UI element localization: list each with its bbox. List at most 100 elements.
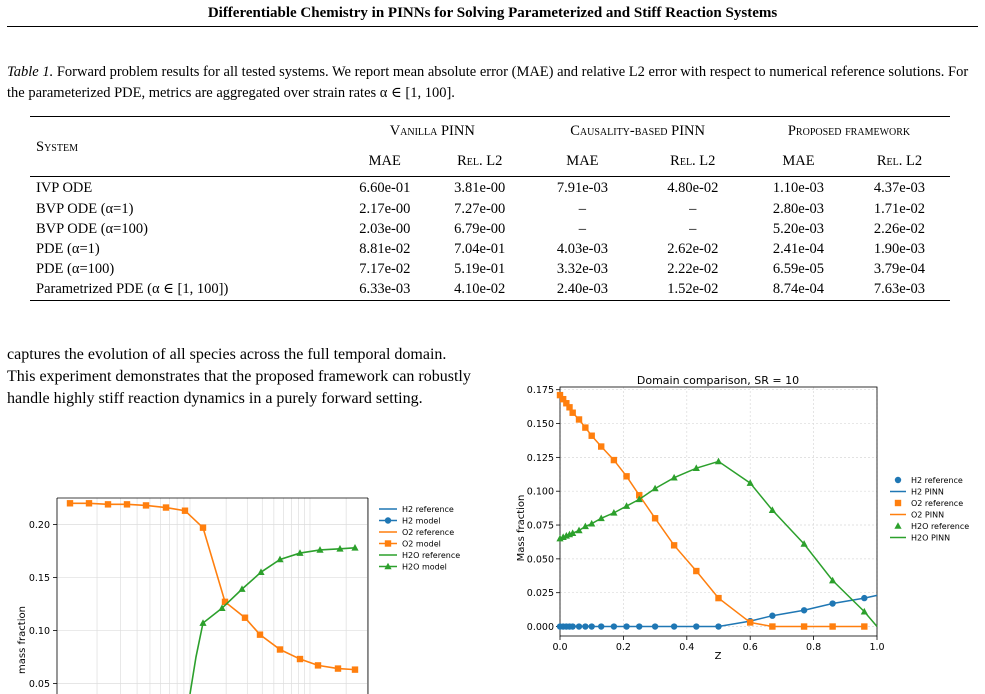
o2-reference-marker xyxy=(623,473,630,480)
caption-text: Forward problem results for all tested s… xyxy=(7,64,969,101)
subheader: MAE xyxy=(566,153,599,169)
legend-marker xyxy=(384,517,392,524)
value-cell: 4.80e-02 xyxy=(667,179,719,196)
h2o-reference-marker xyxy=(610,509,618,516)
h2o-pinn-line xyxy=(559,460,878,628)
o2-pinn-line xyxy=(559,394,865,628)
table-row: PDE (α=1) 8.81e-02 7.04e-01 4.03e-03 2.62e-0… xyxy=(30,239,950,259)
value-cell: 2.41e-04 xyxy=(772,240,825,257)
h2o-reference-marker xyxy=(597,514,605,522)
value-cell: 2.26e-02 xyxy=(873,220,926,237)
chart-series xyxy=(66,500,359,694)
caption-label: Table 1. xyxy=(7,64,54,80)
h2o-reference-marker xyxy=(768,506,776,513)
subheader: MAE xyxy=(368,153,401,169)
h2-reference-marker xyxy=(569,623,576,630)
o2-model-marker xyxy=(181,507,189,514)
h2-reference-marker xyxy=(861,594,868,602)
h2-reference-marker xyxy=(670,623,678,630)
chart-axes: 0.05 0.10 0.15 0.20 mass fraction xyxy=(17,497,369,694)
table-row: IVP ODE 6.60e-01 3.81e-00 7.91e-03 4.80e-02 1… xyxy=(30,177,950,199)
h2-reference-marker xyxy=(800,607,808,614)
header-rule xyxy=(7,26,978,27)
o2-reference-line xyxy=(70,502,356,671)
o2-reference-marker xyxy=(715,594,722,602)
h2o-reference-marker xyxy=(829,576,837,584)
tick-label: 1.0 xyxy=(869,642,884,653)
h2o-reference-marker xyxy=(588,519,596,527)
plot-frame xyxy=(559,386,878,637)
h2o-reference-marker xyxy=(860,607,868,615)
o2-model-marker xyxy=(314,662,322,669)
o2-reference-marker xyxy=(575,416,583,423)
tick-label: 0.100 xyxy=(527,487,554,498)
h2-reference-marker xyxy=(769,612,776,619)
o2-model-marker xyxy=(162,504,170,511)
h2-reference-marker xyxy=(598,623,605,630)
legend-label: H2O reference xyxy=(911,522,969,531)
h2o-model-marker xyxy=(351,543,359,551)
legend-label: O2 reference xyxy=(911,499,963,508)
h2o-model-marker xyxy=(238,585,246,592)
legend-label: H2O reference xyxy=(402,551,460,560)
o2-reference-marker xyxy=(556,391,564,399)
value-cell: 7.91e-03 xyxy=(556,179,608,196)
value-cell: – xyxy=(689,200,697,217)
h2o-reference-marker xyxy=(746,479,754,486)
h2o-model-marker xyxy=(199,619,207,626)
value-cell: 6.79e-00 xyxy=(454,220,506,237)
running-header: Differentiable Chemistry in PINNs for So… xyxy=(207,5,778,21)
o2-reference-marker xyxy=(670,542,678,549)
value-cell: 6.60e-01 xyxy=(359,179,411,196)
h2o-reference-marker xyxy=(581,522,589,530)
h2-reference-marker xyxy=(829,600,836,607)
o2-model-marker xyxy=(296,655,304,663)
tick-label: 0.8 xyxy=(806,642,821,653)
table-body: IVP ODE 6.60e-01 3.81e-00 7.91e-03 4.80e-02 1… xyxy=(30,177,950,299)
mass-fraction-chart: 0.05 0.10 0.15 0.20 mass fraction H2 referen… xyxy=(17,497,460,694)
chart-series xyxy=(556,391,878,630)
o2-reference-marker xyxy=(747,619,754,626)
o2-reference-marker xyxy=(861,623,868,630)
value-cell: 2.17e-00 xyxy=(359,200,411,217)
legend-label: O2 PINN xyxy=(911,511,944,520)
o2-reference-marker xyxy=(588,432,595,439)
o2-model-marker xyxy=(66,500,74,507)
o2-reference-marker xyxy=(610,456,618,464)
tick-label: 0.075 xyxy=(527,521,554,532)
value-cell: 6.59e-05 xyxy=(772,260,825,277)
tick-label: 0.175 xyxy=(527,385,554,396)
h2o-model-marker xyxy=(316,546,324,553)
tick-label: 0.150 xyxy=(527,419,554,430)
y-axis-label: mass fraction xyxy=(17,606,28,674)
o2-model-marker xyxy=(351,666,359,673)
value-cell: 2.22e-02 xyxy=(667,260,719,277)
h2o-reference-marker xyxy=(692,464,700,471)
domain-comparison-chart: Domain comparison, SR = 10 0.0 0.2 0.4 0.6 0… xyxy=(516,374,969,662)
table-bottom-rule xyxy=(30,300,950,301)
legend-marker xyxy=(894,522,902,529)
system-header: System xyxy=(36,138,78,155)
value-cell: 5.19e-01 xyxy=(454,260,506,277)
chart-axes: 0.0 0.2 0.4 0.6 0.8 1.0 0.000 0.025 0.050 0.075 0.… xyxy=(527,385,885,653)
table-row: BVP ODE (α=100) 2.03e-00 6.79e-00 – – 5.20e-0… xyxy=(30,219,950,239)
tick-label: 0.025 xyxy=(527,588,554,599)
table-row: Parametrized PDE (α ∈ [1, 100]) 6.33e-03 4… xyxy=(30,279,950,299)
value-cell: 1.52e-02 xyxy=(667,280,719,297)
h2o-model-marker xyxy=(218,604,226,611)
value-cell: – xyxy=(689,220,697,237)
h2o-reference-marker xyxy=(569,529,577,536)
o2-model-marker xyxy=(85,500,93,507)
o2-reference-marker xyxy=(829,623,836,630)
tick-label: 0.4 xyxy=(679,642,694,653)
o2-reference-marker xyxy=(693,567,700,575)
subheader: Rel. L2 xyxy=(670,153,716,169)
tick-label: 0.15 xyxy=(29,573,50,584)
h2-reference-marker xyxy=(588,623,595,630)
o2-model-marker xyxy=(104,501,112,508)
o2-model-marker xyxy=(241,614,249,621)
o2-reference-marker xyxy=(563,400,570,407)
value-cell: 2.62e-02 xyxy=(667,240,719,257)
h2o-model-marker xyxy=(336,545,344,552)
value-cell: 5.20e-03 xyxy=(772,220,825,237)
